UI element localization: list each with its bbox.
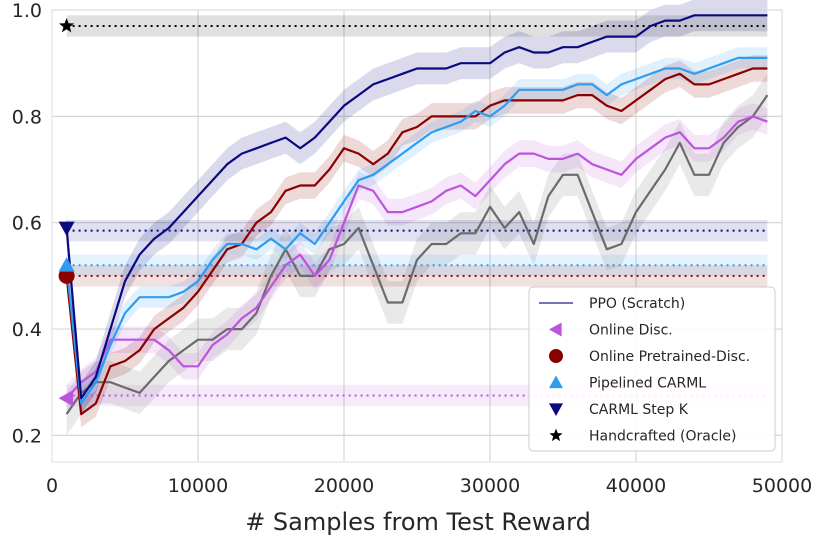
handcrafted-oracle-start-marker [58,17,75,33]
legend: PPO (Scratch) Online Disc. Online Pretrain… [528,286,776,452]
legend-online-pretrained-disc-label: Online Pretrained-Disc. [589,349,750,365]
carml-step-k-confidence-band [66,0,768,415]
legend-pipelined-carml-marker [549,375,563,389]
pipelined-carml-baseline-band [66,254,768,276]
legend-ppo-scratch-label: PPO (Scratch) [589,296,685,312]
legend-carml-step-k-label: CARML Step K [589,402,689,418]
x-tick-label: 0 [46,475,58,497]
online-disc-start-marker [58,390,73,407]
legend-pipelined-carml-label: Pipelined CARML [589,376,706,392]
pipelined-carml-line [65,56,768,405]
carml-step-k-line [65,14,768,400]
online-disc-line [65,115,768,399]
x-tick-label: 50000 [752,475,812,497]
x-axis-title: # Samples from Test Reward [245,508,591,536]
baseline-layer [66,15,768,407]
online-pretrained-disc-confidence-band [66,55,768,428]
carml-step-k-start-marker [58,221,75,237]
y-tick-label: 0.8 [12,106,42,128]
legend-online-disc-label: Online Disc. [589,323,673,339]
x-tick-label: 10000 [168,475,228,497]
plot-frame [51,9,783,463]
online-pretrained-disc-baseline-band [66,265,768,287]
legend-handcrafted-oracle-label: Handcrafted (Oracle) [589,429,737,445]
band-layer [66,0,768,436]
y-tick-label: 1.0 [12,0,42,22]
legend-handcrafted-oracle-marker [549,428,563,442]
line-layer [65,14,769,416]
handcrafted-oracle-baseline-band [66,15,768,37]
y-tick-label: 0.2 [12,425,42,447]
pipelined-carml-start-marker [58,257,75,272]
x-tick-label: 20000 [314,475,374,497]
carml-step-k-baseline-band [66,220,768,242]
tick-layer: 0 10000 20000 30000 40000 50000 0.2 0.4 0.6 0.8 1.… [12,0,812,497]
y-tick-label: 0.4 [12,319,42,341]
legend-carml-step-k-marker [549,403,563,416]
ppo-scratch-line [65,94,769,415]
legend-online-disc-marker [549,322,562,337]
online-pretrained-disc-start-marker [58,267,75,284]
x-tick-label: 30000 [460,475,520,497]
y-tick-label: 0.6 [12,213,42,235]
online-pretrained-disc-line [65,67,768,416]
ppo-scratch-confidence-band [66,73,768,436]
x-tick-label: 40000 [606,475,666,497]
marker-layer [58,17,75,407]
legend-box [528,286,776,452]
legend-online-pretrained-disc-marker [549,349,563,363]
